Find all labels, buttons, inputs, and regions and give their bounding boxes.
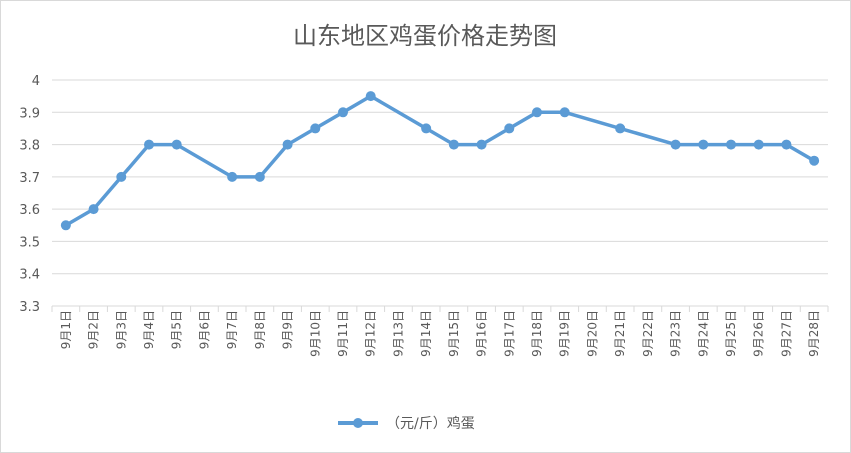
x-tick-label: 9月1日 — [59, 310, 73, 349]
x-tick-label: 9月25日 — [724, 310, 738, 357]
x-tick-label: 9月16日 — [475, 310, 489, 357]
x-tick-label: 9月20日 — [585, 310, 599, 357]
y-tick-label: 3.5 — [19, 235, 40, 250]
x-tick-label: 9月8日 — [253, 310, 267, 349]
data-point — [88, 204, 99, 215]
data-point — [753, 139, 764, 150]
x-tick-label: 9月11日 — [336, 310, 350, 357]
x-tick-label: 9月19日 — [558, 310, 572, 357]
data-point — [809, 155, 820, 166]
data-point — [615, 123, 626, 134]
data-point — [254, 171, 265, 182]
data-point — [559, 107, 570, 118]
x-tick-label: 9月26日 — [752, 310, 766, 357]
x-tick-label: 9月17日 — [502, 310, 516, 357]
x-tick-label: 9月28日 — [807, 310, 821, 357]
data-point — [726, 139, 736, 150]
x-tick-label: 9月14日 — [419, 310, 433, 357]
series-layer — [60, 91, 820, 231]
legend: （元/斤）鸡蛋 — [338, 415, 475, 432]
x-axis-ticks: 9月1日 9月2日 9月3日 9月4日 9月5日 9月6日 9月7日 9月8日 9月9日 9月10… — [51, 306, 829, 357]
x-tick-label: 9月18日 — [530, 310, 544, 357]
y-tick-label: 4 — [32, 74, 40, 89]
y-tick-label: 3.4 — [19, 268, 40, 283]
data-point — [781, 139, 792, 150]
data-point — [282, 139, 293, 150]
gridlines — [52, 79, 828, 307]
x-tick-label: 9月24日 — [696, 310, 710, 357]
x-tick-label: 9月27日 — [779, 310, 793, 357]
data-point — [448, 139, 459, 150]
data-point — [116, 171, 127, 182]
x-tick-label: 9月7日 — [225, 310, 239, 349]
x-tick-label: 9月22日 — [641, 310, 655, 357]
data-point — [698, 139, 709, 150]
x-tick-label: 9月6日 — [197, 310, 211, 349]
data-point — [532, 107, 542, 118]
x-tick-label: 9月13日 — [391, 310, 405, 357]
y-tick-label: 3.6 — [19, 203, 40, 218]
data-point — [60, 220, 71, 231]
y-axis-ticks: 3.3 3.4 3.5 3.6 3.7 3.8 3.9 4 — [19, 74, 40, 315]
data-point — [504, 123, 515, 134]
y-tick-label: 3.8 — [19, 139, 40, 154]
data-point — [171, 139, 182, 150]
data-point — [338, 107, 348, 118]
x-tick-label: 9月23日 — [669, 310, 683, 357]
x-tick-label: 9月12日 — [364, 310, 378, 357]
x-tick-label: 9月3日 — [114, 310, 128, 349]
data-point — [421, 123, 432, 134]
y-tick-label: 3.3 — [19, 300, 40, 315]
data-point — [365, 91, 376, 102]
x-tick-label: 9月15日 — [447, 310, 461, 357]
x-tick-label: 9月9日 — [281, 310, 295, 349]
legend-marker — [353, 418, 363, 428]
y-tick-label: 3.7 — [19, 171, 40, 186]
y-tick-label: 3.9 — [19, 106, 40, 121]
data-point — [310, 123, 321, 134]
x-tick-label: 9月2日 — [87, 310, 101, 349]
x-tick-label: 9月5日 — [170, 310, 184, 349]
data-point — [670, 139, 681, 150]
chart-title: 山东地区鸡蛋价格走势图 — [293, 22, 557, 50]
x-tick-label: 9月10日 — [308, 310, 322, 357]
legend-label: （元/斤）鸡蛋 — [386, 415, 475, 432]
data-point — [144, 139, 154, 150]
x-tick-label: 9月4日 — [142, 310, 156, 349]
series-line — [65, 94, 815, 227]
x-tick-label: 9月21日 — [613, 310, 627, 357]
data-point — [476, 139, 487, 150]
data-point — [227, 171, 238, 182]
